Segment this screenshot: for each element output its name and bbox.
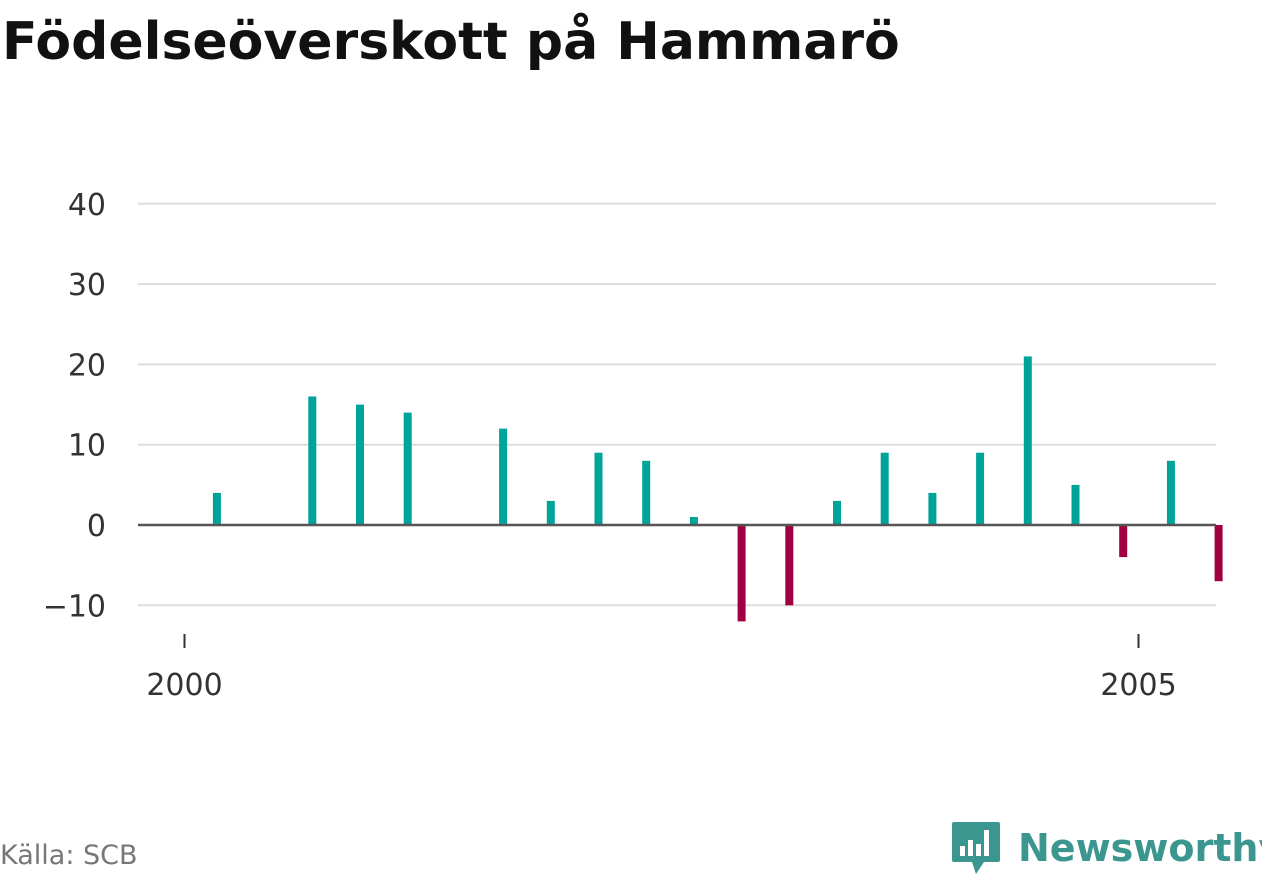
y-tick-label: 20	[68, 348, 106, 383]
bar	[546, 500, 555, 525]
bar	[499, 428, 508, 525]
bar	[976, 452, 985, 525]
bar	[1214, 525, 1223, 582]
bar	[1166, 460, 1175, 525]
bar	[737, 525, 746, 622]
bar	[212, 492, 221, 525]
bar	[833, 500, 841, 525]
brand-logo[interactable]: Newsworthy	[950, 820, 1262, 876]
x-axis: 200020052010201520202025	[146, 634, 1177, 703]
bar	[356, 404, 364, 525]
bar	[403, 412, 412, 525]
bar	[1119, 525, 1128, 558]
y-tick-label: 40	[68, 188, 106, 223]
newsworthy-logo-icon	[952, 822, 1000, 874]
bar	[880, 452, 889, 525]
grid-lines	[138, 202, 1216, 607]
bar	[785, 525, 794, 606]
bar	[1071, 484, 1080, 525]
x-tick-label: 2000	[146, 668, 222, 703]
bar	[308, 396, 317, 525]
bar	[689, 517, 698, 525]
y-tick-label: −10	[43, 589, 106, 624]
y-tick-label: 0	[87, 509, 106, 544]
bar	[594, 452, 603, 525]
y-tick-label: 30	[68, 268, 106, 303]
source-label: Källa: SCB	[0, 840, 138, 871]
chart-title: Födelseöverskott på Hammarö	[2, 12, 900, 72]
bar	[928, 492, 937, 525]
bars	[212, 356, 1223, 622]
bar	[642, 460, 651, 525]
y-axis: −10 0 10 20 30 40	[43, 188, 106, 624]
brand-name: Newsworthy	[1018, 826, 1262, 870]
x-tick-label: 2005	[1100, 668, 1176, 703]
y-tick-label: 10	[68, 429, 106, 464]
bar	[1023, 356, 1032, 525]
